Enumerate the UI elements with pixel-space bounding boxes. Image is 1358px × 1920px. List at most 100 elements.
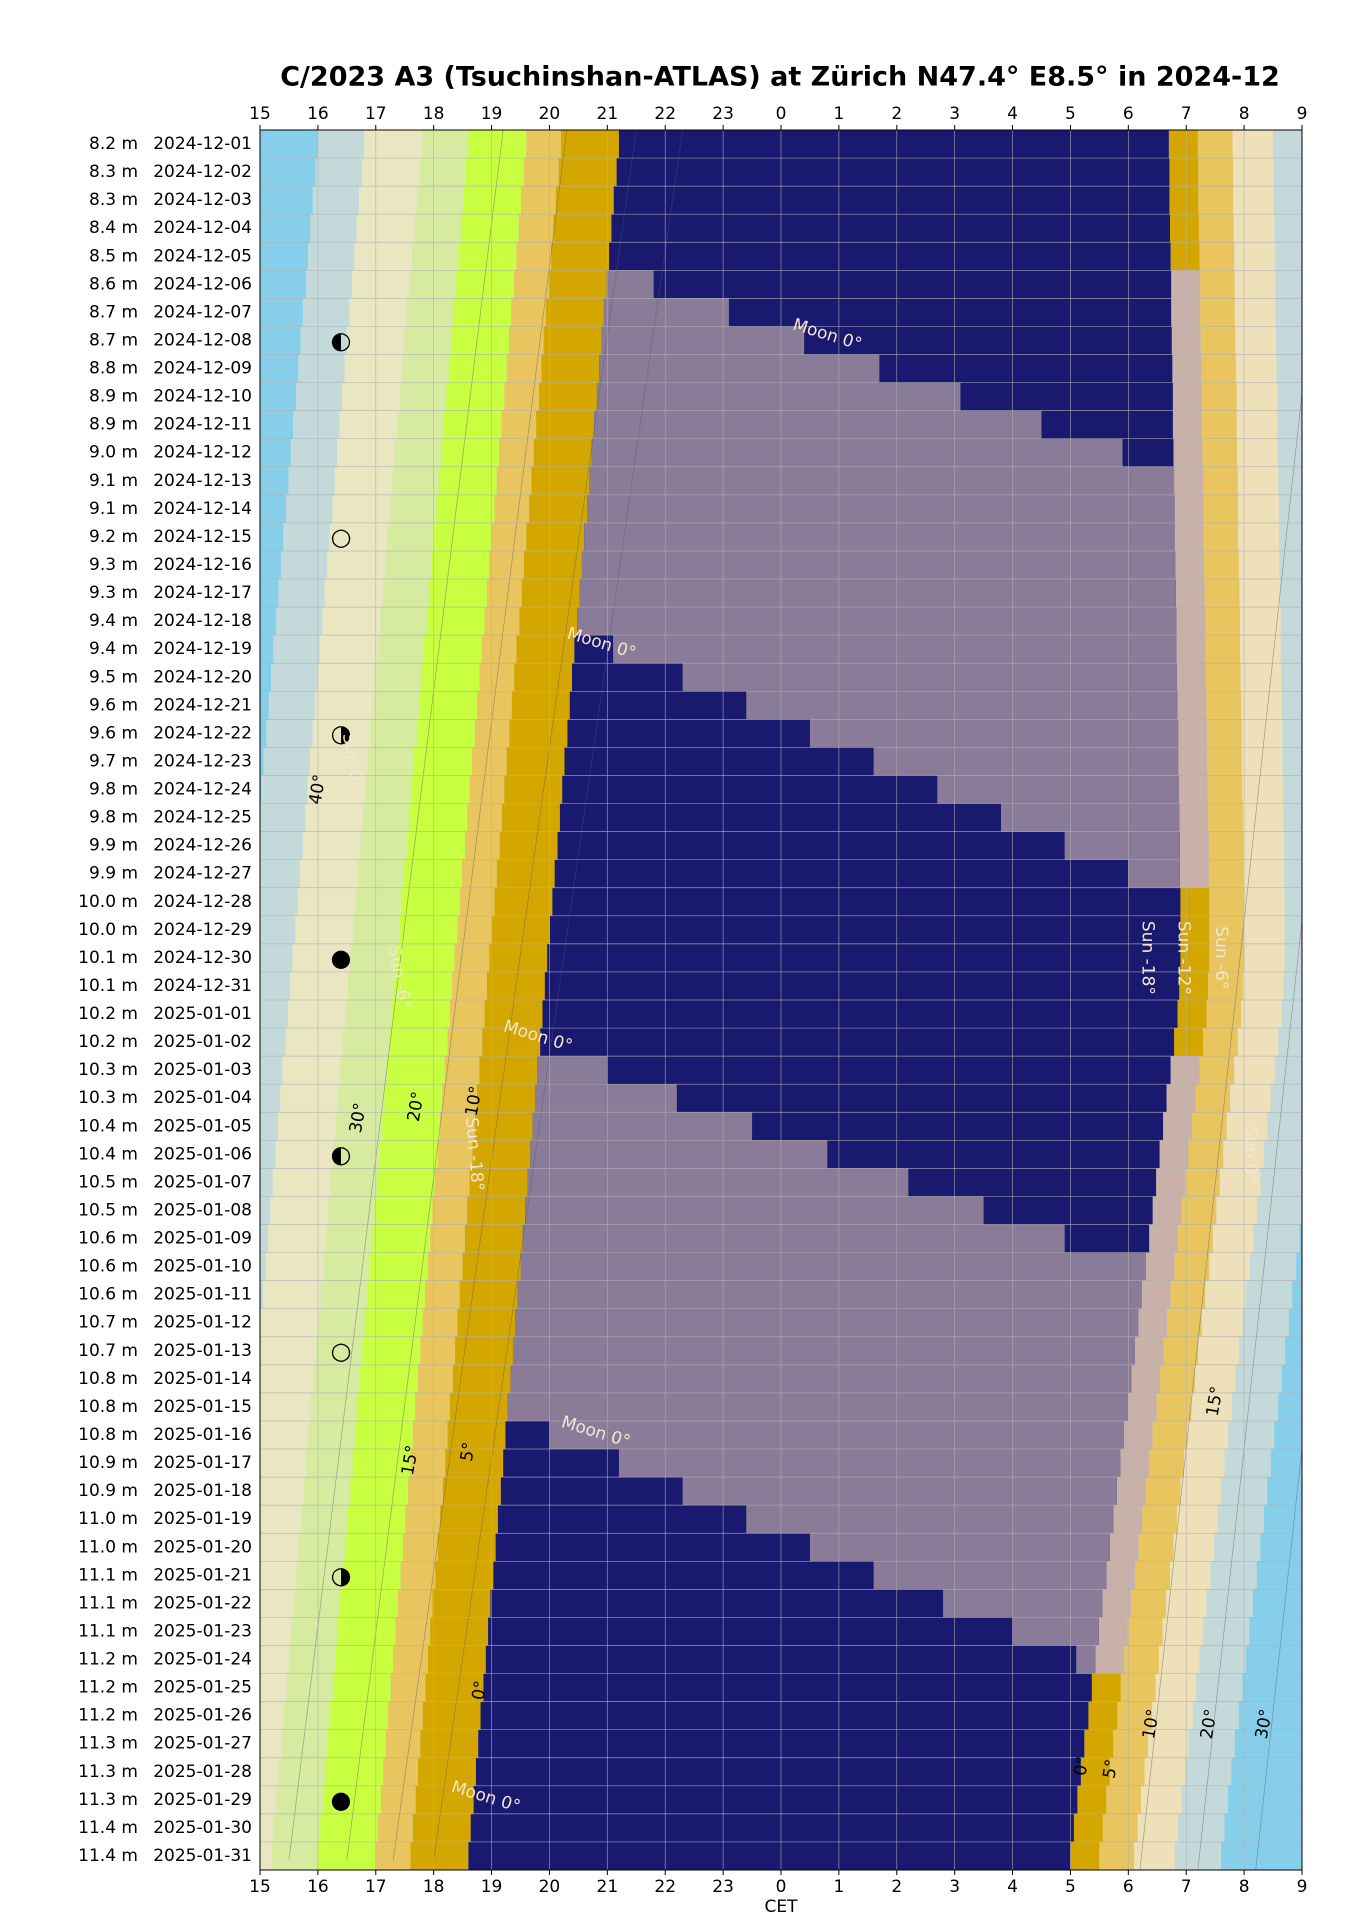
date-label: 2024-12-18 <box>153 611 252 631</box>
twilight-band <box>354 1420 413 1450</box>
magnitude-label: 8.9 m <box>89 415 138 435</box>
altitude-contour <box>433 129 683 1861</box>
twilight-band <box>446 382 505 412</box>
x-tick-label: 22 <box>654 1877 676 1897</box>
twilight-band <box>375 1841 411 1871</box>
twilight-band <box>260 1392 311 1422</box>
twilight-band <box>265 1252 324 1282</box>
x-axis-label: CET <box>765 1897 799 1917</box>
twilight-band <box>1232 130 1274 159</box>
twilight-band <box>464 1224 523 1254</box>
date-label: 2025-01-23 <box>153 1621 252 1641</box>
moon-phase: ◐ <box>331 326 352 354</box>
twilight-band <box>327 550 386 580</box>
twilight-band <box>1199 242 1235 271</box>
twilight-band <box>1233 158 1274 187</box>
twilight-band <box>494 494 530 524</box>
twilight-band <box>1207 775 1243 805</box>
twilight-band <box>1191 1392 1232 1422</box>
twilight-band <box>1240 607 1281 636</box>
x-tick-label: 1 <box>833 104 844 124</box>
magnitude-label: 9.9 m <box>89 836 138 856</box>
twilight-band <box>307 775 366 805</box>
magnitude-label: 8.6 m <box>89 274 138 294</box>
magnitude-label: 8.5 m <box>89 246 138 266</box>
twilight-band <box>1134 1336 1164 1366</box>
twilight-band <box>415 1785 474 1815</box>
date-label: 2025-01-04 <box>153 1088 252 1108</box>
twilight-band <box>287 1000 346 1029</box>
moon-up <box>809 719 1179 748</box>
x-tick-label: 17 <box>365 1877 387 1897</box>
twilight-band <box>308 1420 355 1450</box>
altitude-contour <box>1139 393 1303 1871</box>
twilight-band <box>1179 803 1209 833</box>
twilight-band <box>299 859 358 889</box>
date-label: 2024-12-06 <box>153 274 252 294</box>
twilight-band <box>412 1813 471 1843</box>
twilight-band <box>260 1617 292 1646</box>
date-label: 2025-01-03 <box>153 1060 252 1080</box>
twilight-band <box>1198 214 1234 243</box>
twilight-band <box>382 579 430 608</box>
twilight-band <box>1203 522 1239 552</box>
twilight-band <box>420 1336 456 1366</box>
twilight-band <box>302 831 361 861</box>
twilight-band <box>260 1336 317 1366</box>
x-tick-label: 1 <box>833 1877 844 1897</box>
twilight-band <box>1178 719 1208 748</box>
twilight-band <box>1209 887 1245 917</box>
date-label: 2025-01-18 <box>153 1481 252 1501</box>
twilight-band <box>390 1673 426 1703</box>
twilight-band <box>526 130 562 159</box>
x-tick-label: 3 <box>949 1877 960 1897</box>
twilight-band <box>1175 550 1205 580</box>
moon-up <box>601 326 805 356</box>
magnitude-label: 10.7 m <box>78 1341 138 1361</box>
twilight-band <box>1178 747 1208 776</box>
twilight-band <box>317 663 376 692</box>
twilight-band <box>1135 1561 1171 1590</box>
date-label: 2025-01-06 <box>153 1144 252 1164</box>
magnitude-label: 11.3 m <box>78 1762 138 1782</box>
twilight-band <box>489 943 548 973</box>
twilight-band <box>521 186 556 215</box>
twilight-band <box>1106 1561 1136 1590</box>
twilight-band <box>318 1308 365 1338</box>
moon-up <box>591 438 1123 468</box>
twilight-band <box>1240 635 1281 664</box>
twilight-band <box>339 410 398 440</box>
twilight-band <box>409 270 457 299</box>
magnitude-label: 10.1 m <box>78 948 138 968</box>
twilight-band <box>1141 1280 1171 1310</box>
magnitude-label: 10.8 m <box>78 1369 138 1389</box>
twilight-band <box>323 1252 370 1282</box>
twilight-band <box>1234 298 1276 327</box>
date-label: 2024-12-03 <box>153 190 252 210</box>
twilight-band <box>268 1224 326 1254</box>
twilight-band <box>418 1364 453 1394</box>
twilight-band <box>260 1701 284 1731</box>
twilight-band <box>523 158 559 187</box>
twilight-band <box>332 494 391 524</box>
twilight-band <box>1170 1280 1206 1310</box>
twilight-band <box>1234 242 1275 271</box>
moon-phase: ○ <box>331 1337 352 1365</box>
twilight-band <box>555 186 614 215</box>
twilight-band <box>1177 691 1207 720</box>
moon-up <box>1000 803 1180 833</box>
twilight-band <box>325 1757 384 1787</box>
twilight-band <box>496 859 555 889</box>
twilight-band <box>1242 971 1284 1001</box>
twilight-band <box>290 971 348 1001</box>
x-tick-label: 5 <box>1065 1877 1076 1897</box>
twilight-band <box>320 1280 368 1310</box>
magnitude-label: 8.7 m <box>89 330 138 350</box>
magnitude-label: 11.2 m <box>78 1650 138 1670</box>
x-tick-label: 4 <box>1007 104 1018 124</box>
magnitude-label: 10.9 m <box>78 1481 138 1501</box>
twilight-band <box>276 1785 324 1815</box>
twilight-band <box>1175 579 1205 608</box>
magnitude-label: 10.6 m <box>78 1229 138 1249</box>
twilight-band <box>536 410 595 440</box>
